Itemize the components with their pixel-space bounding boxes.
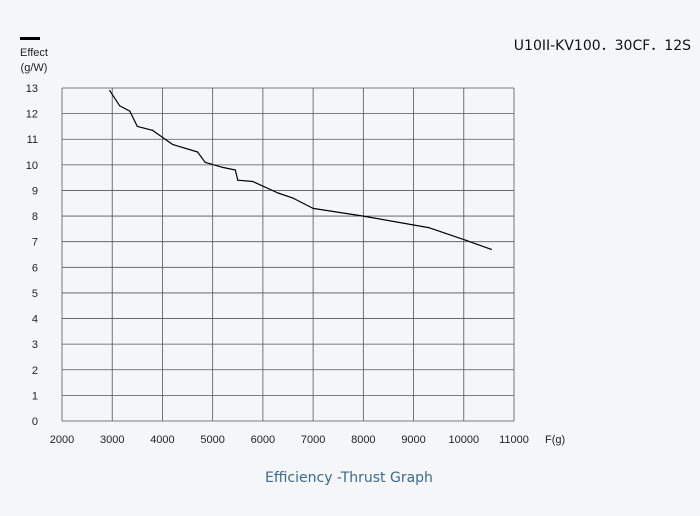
data-point	[292, 197, 294, 199]
data-point	[465, 239, 467, 242]
model-title: U10II-KV100．30CF．12S	[514, 38, 691, 54]
x-tick-label-7000: 7000	[301, 434, 325, 446]
y-tick-label-13: 13	[26, 83, 38, 95]
data-point	[171, 143, 174, 145]
x-tick-label-3000: 3000	[100, 434, 124, 446]
series-line-0	[109, 90, 492, 250]
data-point	[234, 169, 236, 171]
y-tick-label-1: 1	[32, 390, 38, 402]
y-tick-label-2: 2	[32, 365, 38, 377]
y-tick-label-0: 0	[32, 416, 38, 428]
series-layer	[109, 89, 492, 250]
data-point	[277, 192, 279, 194]
x-axis-title: F(g)	[545, 434, 565, 446]
data-point	[197, 151, 199, 153]
data-point	[151, 129, 153, 131]
data-point	[490, 248, 492, 250]
y-tick-label-10: 10	[26, 160, 38, 172]
data-point	[252, 180, 254, 183]
chart-caption: Efficiency -Thrust Graph	[265, 470, 433, 486]
x-tick-label-11000: 11000	[499, 434, 529, 446]
data-point	[129, 110, 131, 112]
y-tick-label-4: 4	[32, 314, 38, 326]
data-point	[204, 161, 206, 163]
y-tick-label-7: 7	[32, 237, 38, 249]
grid	[61, 87, 515, 422]
y-tick-label-8: 8	[32, 211, 38, 223]
x-tick-label-4000: 4000	[150, 434, 174, 446]
data-point	[312, 207, 314, 209]
y-tick-label-3: 3	[32, 339, 38, 351]
x-tick-labels: 2000 3000 4000 5000 6000 7000 8000 9000 10000 110…	[50, 434, 529, 446]
y-tick-label-9: 9	[32, 185, 38, 197]
x-tick-label-8000: 8000	[351, 434, 375, 446]
data-point	[237, 179, 239, 181]
data-point	[136, 125, 138, 128]
y-tick-label-6: 6	[32, 262, 38, 274]
data-point	[428, 227, 430, 229]
y-axis-title-line1: Effect	[20, 47, 48, 59]
y-tick-label-5: 5	[32, 288, 38, 300]
x-tick-label-6000: 6000	[251, 434, 275, 446]
data-point	[109, 89, 111, 92]
data-point	[222, 166, 224, 169]
x-tick-label-5000: 5000	[200, 434, 224, 446]
y-tick-label-11: 11	[27, 134, 38, 146]
data-point	[362, 215, 364, 217]
y-axis-title-line2: (g/W)	[21, 62, 48, 74]
y-tick-label-12: 12	[26, 109, 38, 121]
x-tick-label-9000: 9000	[401, 434, 425, 446]
data-point	[119, 105, 121, 107]
x-tick-label-2000: 2000	[50, 434, 74, 446]
legend-line-swatch	[20, 37, 40, 40]
x-tick-label-10000: 10000	[448, 434, 479, 446]
